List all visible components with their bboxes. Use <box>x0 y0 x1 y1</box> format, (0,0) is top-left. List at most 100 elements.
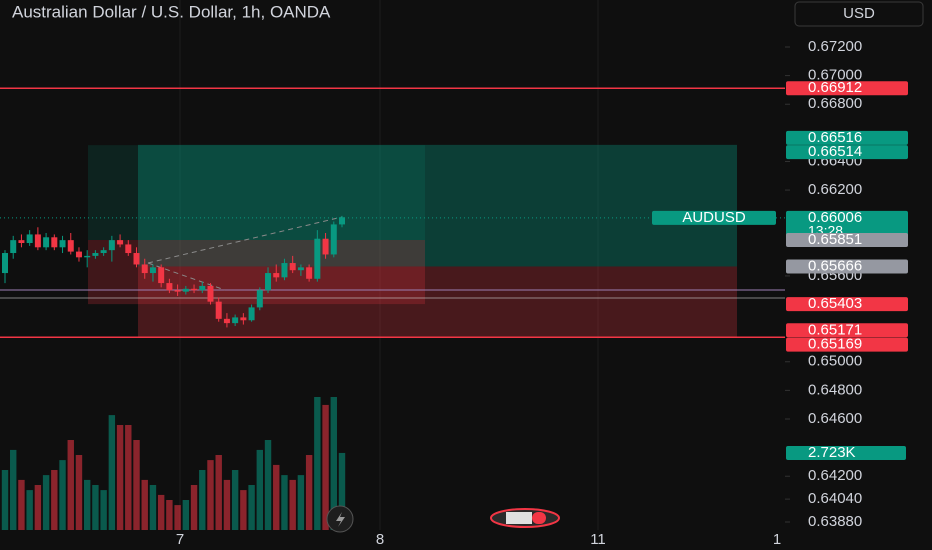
y-tick-label: 0.67000 <box>808 67 862 84</box>
lightning-glyph <box>336 512 345 527</box>
price-tag <box>786 337 908 352</box>
chart-title: Australian Dollar / U.S. Dollar, 1h, OAN… <box>12 2 331 21</box>
volume-bar <box>100 490 107 530</box>
candle-body <box>339 217 345 225</box>
candle-body <box>108 240 115 251</box>
volume-bar <box>289 479 296 530</box>
volume-bar <box>174 505 181 530</box>
candle-body <box>158 267 165 284</box>
candle-body <box>141 264 148 274</box>
volume-bar <box>108 415 116 530</box>
volume-bar <box>149 485 157 530</box>
price-tag-label: 0.65169 <box>808 336 862 353</box>
candle-body <box>43 237 50 248</box>
candle-body <box>75 251 82 258</box>
symbol-tag-label: AUDUSD <box>682 209 746 226</box>
loss-zone <box>88 240 425 305</box>
price-tag <box>786 145 908 160</box>
y-tick-label: 0.64200 <box>808 467 862 484</box>
plot: 0.672000.670000.668000.664000.662000.656… <box>0 38 908 548</box>
candle-body <box>92 253 99 256</box>
volume-bar <box>256 449 264 530</box>
volume-bar <box>166 500 173 530</box>
volume-bar <box>240 490 247 530</box>
candle-body <box>223 318 230 324</box>
candle-body <box>166 283 173 291</box>
candle-body <box>133 253 140 265</box>
candle-body <box>51 237 58 248</box>
volume-bar <box>59 460 66 530</box>
candle-body <box>322 238 329 255</box>
candle-body <box>59 240 66 248</box>
symbol-tag <box>652 210 776 225</box>
volume-bar <box>42 475 50 530</box>
trend-line <box>147 216 343 264</box>
currency-button-label[interactable]: USD <box>843 5 875 22</box>
volume-bar <box>297 475 305 530</box>
price-tag <box>786 130 908 145</box>
candle-body <box>34 234 41 248</box>
volume-bar <box>34 485 42 530</box>
candle-body <box>26 234 33 244</box>
volume-bar <box>92 485 99 530</box>
candle-body <box>191 288 198 291</box>
candle-body <box>330 224 337 255</box>
volume-bar <box>305 455 313 530</box>
volume-bar <box>116 425 124 530</box>
y-tick-label: 0.63880 <box>808 513 862 530</box>
candle-body <box>297 267 304 271</box>
price-tag-label: 0.65171 <box>808 321 862 338</box>
candle-body <box>306 267 313 279</box>
volume-tag <box>786 445 906 460</box>
volume-bar <box>281 475 288 530</box>
x-tick-label: 8 <box>376 531 384 548</box>
candle-body <box>232 317 239 324</box>
y-tick-label: 0.66200 <box>808 181 862 198</box>
candle-body <box>248 307 255 321</box>
volume-bar <box>190 485 198 530</box>
candle-body <box>265 273 272 291</box>
volume-bar <box>182 500 190 530</box>
price-tag-label: 0.65666 <box>808 257 862 274</box>
price-tag-label: 0.65851 <box>808 231 862 248</box>
candle-body <box>100 250 107 254</box>
position-boxes <box>88 144 737 338</box>
x-tick-label: 7 <box>176 531 184 548</box>
candle-body <box>256 290 263 308</box>
volume-bar <box>51 470 58 530</box>
volume-bar <box>125 425 132 530</box>
candle-body <box>207 285 214 302</box>
volume-bar <box>133 440 140 530</box>
candle-body <box>215 301 222 319</box>
candle-body <box>125 244 132 254</box>
candle-body <box>174 290 181 292</box>
y-tick-label: 0.67200 <box>808 38 862 55</box>
loss-zone <box>138 266 737 338</box>
volume-bar <box>338 452 346 530</box>
candle-body <box>240 317 247 321</box>
price-tag <box>786 81 908 96</box>
x-tick-label: 11 <box>590 531 606 548</box>
price-tag-label: 0.66912 <box>808 79 862 96</box>
price-tag-label: 0.66514 <box>808 143 862 160</box>
volume-bar <box>215 455 222 530</box>
profit-zone <box>88 145 425 241</box>
candle-body <box>10 240 17 254</box>
currency-button[interactable] <box>794 1 924 27</box>
candle-body <box>182 288 189 292</box>
y-tick-label: 0.64600 <box>808 410 862 427</box>
price-tag-label: 0.66516 <box>808 129 862 146</box>
price-tag <box>786 233 908 248</box>
y-tick-label: 0.64040 <box>808 490 862 507</box>
profit-zone <box>138 144 737 267</box>
price-tag-label: 0.66006 <box>808 209 862 226</box>
candle-body <box>84 255 91 258</box>
price-tag <box>786 259 908 274</box>
volume-bar <box>157 494 165 530</box>
volume-bar <box>223 479 231 530</box>
volume-bar <box>83 479 91 530</box>
x-tick-label: 1 <box>773 531 781 548</box>
price-tag <box>786 297 908 312</box>
volume-bar <box>18 479 25 530</box>
